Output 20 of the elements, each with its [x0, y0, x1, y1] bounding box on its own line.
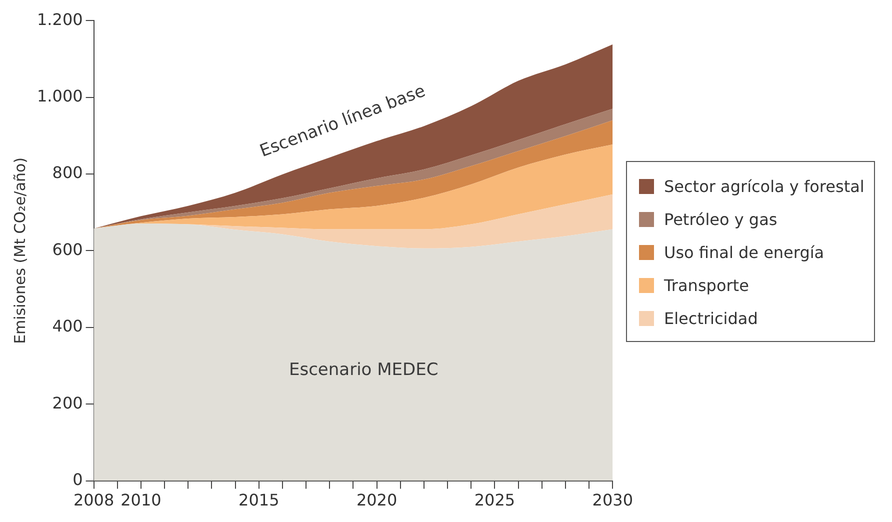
y-tick-label: 600 — [52, 240, 83, 259]
legend-label: Electricidad — [664, 309, 758, 328]
y-tick-label: 1.000 — [36, 86, 83, 106]
y-tick-label: 0 — [72, 470, 83, 489]
x-tick-label: 2030 — [592, 490, 633, 510]
x-tick-label: 2020 — [356, 490, 398, 510]
annotation: Escenario MEDEC — [288, 360, 438, 380]
y-tick-label: 1.200 — [36, 10, 83, 29]
x-tick-label: 2010 — [120, 490, 162, 510]
legend-label: Petróleo y gas — [664, 210, 778, 229]
y-tick-label: 800 — [52, 163, 83, 182]
y-axis-title: Emisiones (Mt CO₂e/año) — [10, 157, 29, 344]
legend-label: Uso final de energía — [664, 243, 824, 262]
x-tick-label: 2015 — [238, 490, 280, 510]
legend-label: Transporte — [664, 276, 749, 295]
x-tick-label: 2025 — [474, 490, 516, 510]
y-tick-label: 200 — [52, 393, 83, 412]
legend-label: Sector agrícola y forestal — [664, 177, 864, 196]
y-tick-label: 400 — [52, 316, 83, 336]
x-tick-label: 2008 — [73, 490, 114, 510]
